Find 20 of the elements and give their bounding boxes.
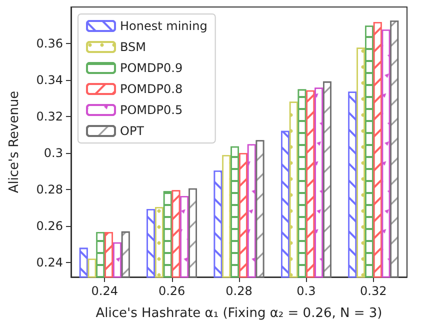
- legend-label: Honest mining: [120, 19, 208, 33]
- legend-label: BSM: [120, 40, 146, 54]
- y-axis-title: Alice's Revenue: [7, 90, 22, 194]
- legend-label: POMDP0.8: [120, 82, 183, 96]
- y-tick-label: 0.32: [36, 109, 63, 124]
- legend-label: POMDP0.9: [120, 61, 183, 75]
- legend-label: OPT: [120, 124, 145, 138]
- legend-label: POMDP0.5: [120, 103, 183, 117]
- y-tick-label: 0.28: [36, 182, 63, 196]
- x-tick-label: 0.28: [226, 284, 252, 298]
- y-tick-label: 0.26: [36, 218, 63, 233]
- y-tick-label: 0.3: [44, 146, 63, 160]
- y-tick-label: 0.34: [36, 72, 63, 87]
- x-tick-label: 0.3: [296, 284, 316, 298]
- x-tick-label: 0.32: [360, 284, 387, 298]
- x-axis-title: Alice's Hashrate α₁ (Fixing α₂ = 0.26, N = 3): [96, 306, 382, 321]
- y-tick-label: 0.24: [36, 255, 63, 270]
- x-tick-label: 0.26: [158, 284, 186, 298]
- y-tick-label: 0.36: [36, 36, 63, 50]
- x-tick-label: 0.24: [91, 284, 118, 298]
